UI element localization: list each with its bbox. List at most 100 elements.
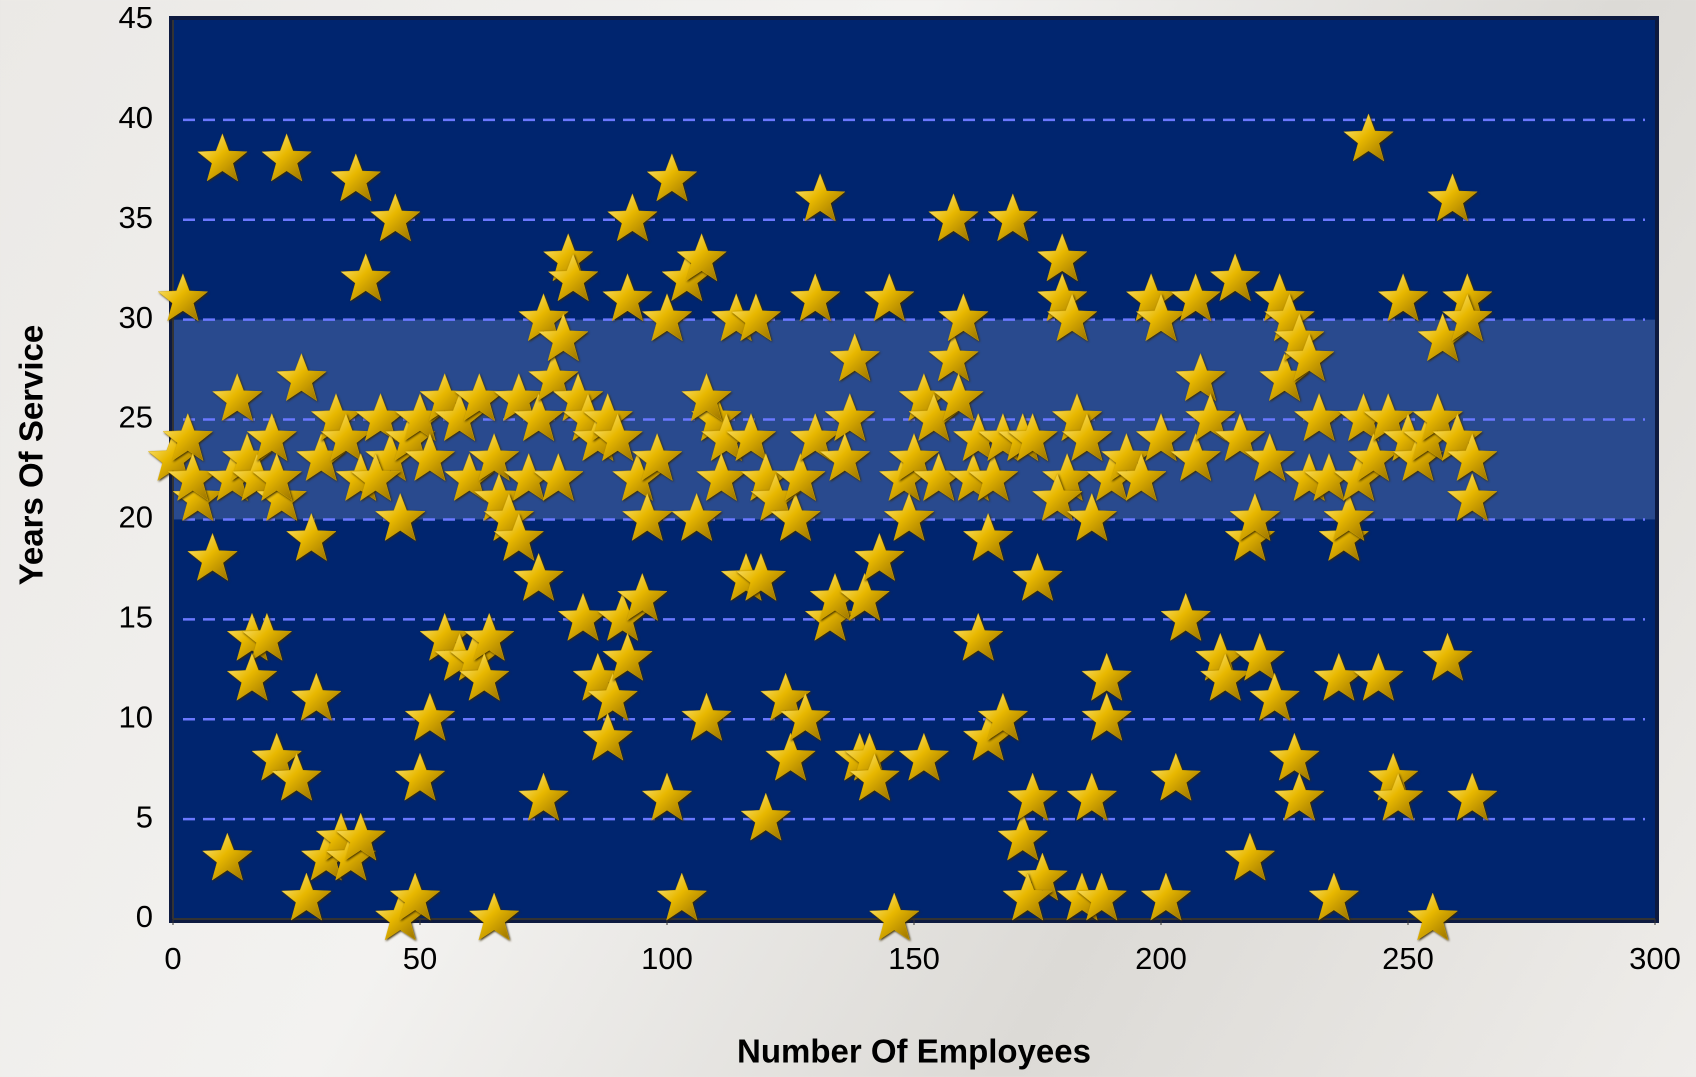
star-point <box>320 412 372 462</box>
star-point <box>1160 592 1212 641</box>
star-point <box>641 292 693 342</box>
star-point <box>1076 872 1128 921</box>
star-point <box>735 552 787 601</box>
star-point <box>1432 412 1483 462</box>
star-point <box>1066 492 1118 542</box>
star-point <box>681 692 732 741</box>
star-point <box>592 412 643 462</box>
star-point <box>1031 472 1083 522</box>
x-tick-label: 0 <box>164 941 181 976</box>
star-point <box>1224 832 1276 881</box>
star-point <box>1175 352 1226 402</box>
star-point <box>1051 392 1103 442</box>
star-point <box>1407 892 1459 941</box>
star-point <box>681 372 732 422</box>
x-tick-label: 200 <box>1135 941 1187 976</box>
star-point <box>775 452 826 502</box>
points <box>147 113 1498 941</box>
star-point <box>187 532 238 581</box>
star-point <box>1362 392 1414 442</box>
star-point <box>1352 652 1404 701</box>
star-point <box>1318 512 1370 562</box>
y-tick-label: 20 <box>119 500 153 535</box>
star-point <box>962 512 1014 562</box>
star-point <box>1125 272 1177 322</box>
star-point <box>1170 432 1221 482</box>
x-tick-label: 150 <box>888 941 940 976</box>
star-point <box>1041 452 1093 502</box>
star-point <box>1007 772 1058 821</box>
y-tick-label: 5 <box>136 799 153 834</box>
x-tick-label: 300 <box>1629 941 1681 976</box>
star-point <box>770 492 821 542</box>
star-point <box>587 672 639 721</box>
star-point <box>819 432 871 482</box>
y-tick-label: 45 <box>119 0 153 35</box>
star-point <box>468 432 520 482</box>
star-point <box>256 472 308 522</box>
star-point <box>631 432 683 482</box>
y-tick-label: 15 <box>119 600 153 635</box>
star-point <box>740 792 792 841</box>
star-point <box>211 372 263 422</box>
star-point <box>157 272 209 322</box>
star-point <box>1422 632 1473 681</box>
star-point <box>839 572 890 621</box>
star-point <box>602 632 653 681</box>
star-point <box>1101 432 1152 482</box>
star-point <box>1446 772 1498 821</box>
star-point <box>725 412 777 462</box>
star-point <box>404 432 456 482</box>
star-point <box>760 672 811 721</box>
star-point <box>201 832 253 881</box>
star-point <box>1012 552 1063 601</box>
star-point <box>1185 392 1236 442</box>
star-point <box>1293 392 1345 442</box>
star-point <box>547 252 599 302</box>
star-point <box>967 452 1019 502</box>
star-point <box>468 892 520 941</box>
star-point <box>281 872 332 921</box>
star-point <box>1427 173 1478 222</box>
star-point <box>1441 292 1493 342</box>
star-point <box>621 492 673 542</box>
star-point <box>987 193 1039 242</box>
star-point <box>1209 252 1261 302</box>
star-point <box>1234 632 1286 681</box>
star-point <box>671 492 723 542</box>
star-point <box>493 512 545 562</box>
star-point <box>350 452 401 502</box>
y-tick-label: 25 <box>119 400 153 435</box>
star-point <box>582 712 634 761</box>
star-point <box>607 193 658 242</box>
star-point <box>1017 852 1068 901</box>
star-point <box>1140 872 1192 921</box>
star-point <box>310 392 362 442</box>
star-point <box>1036 232 1088 282</box>
star-point <box>765 732 816 781</box>
star-point <box>528 352 579 402</box>
star-point <box>883 492 935 542</box>
star-point <box>404 692 456 741</box>
star-point <box>374 492 426 542</box>
star-point <box>1377 272 1429 322</box>
star-point <box>849 752 900 801</box>
star-point <box>1115 452 1167 502</box>
star-point <box>952 612 1004 661</box>
star-point <box>1244 432 1296 482</box>
star-point <box>616 572 668 621</box>
star-point <box>1269 732 1320 781</box>
star-point <box>1249 672 1300 721</box>
star-point <box>854 532 905 581</box>
star-point <box>1036 272 1088 322</box>
star-point <box>582 392 634 442</box>
star-point <box>789 272 841 322</box>
star-point <box>938 292 989 342</box>
y-axis-title: Years Of Service <box>13 325 50 586</box>
star-point <box>779 692 831 741</box>
star-point <box>463 612 515 661</box>
star-point <box>1412 392 1464 442</box>
star-point <box>246 412 298 462</box>
